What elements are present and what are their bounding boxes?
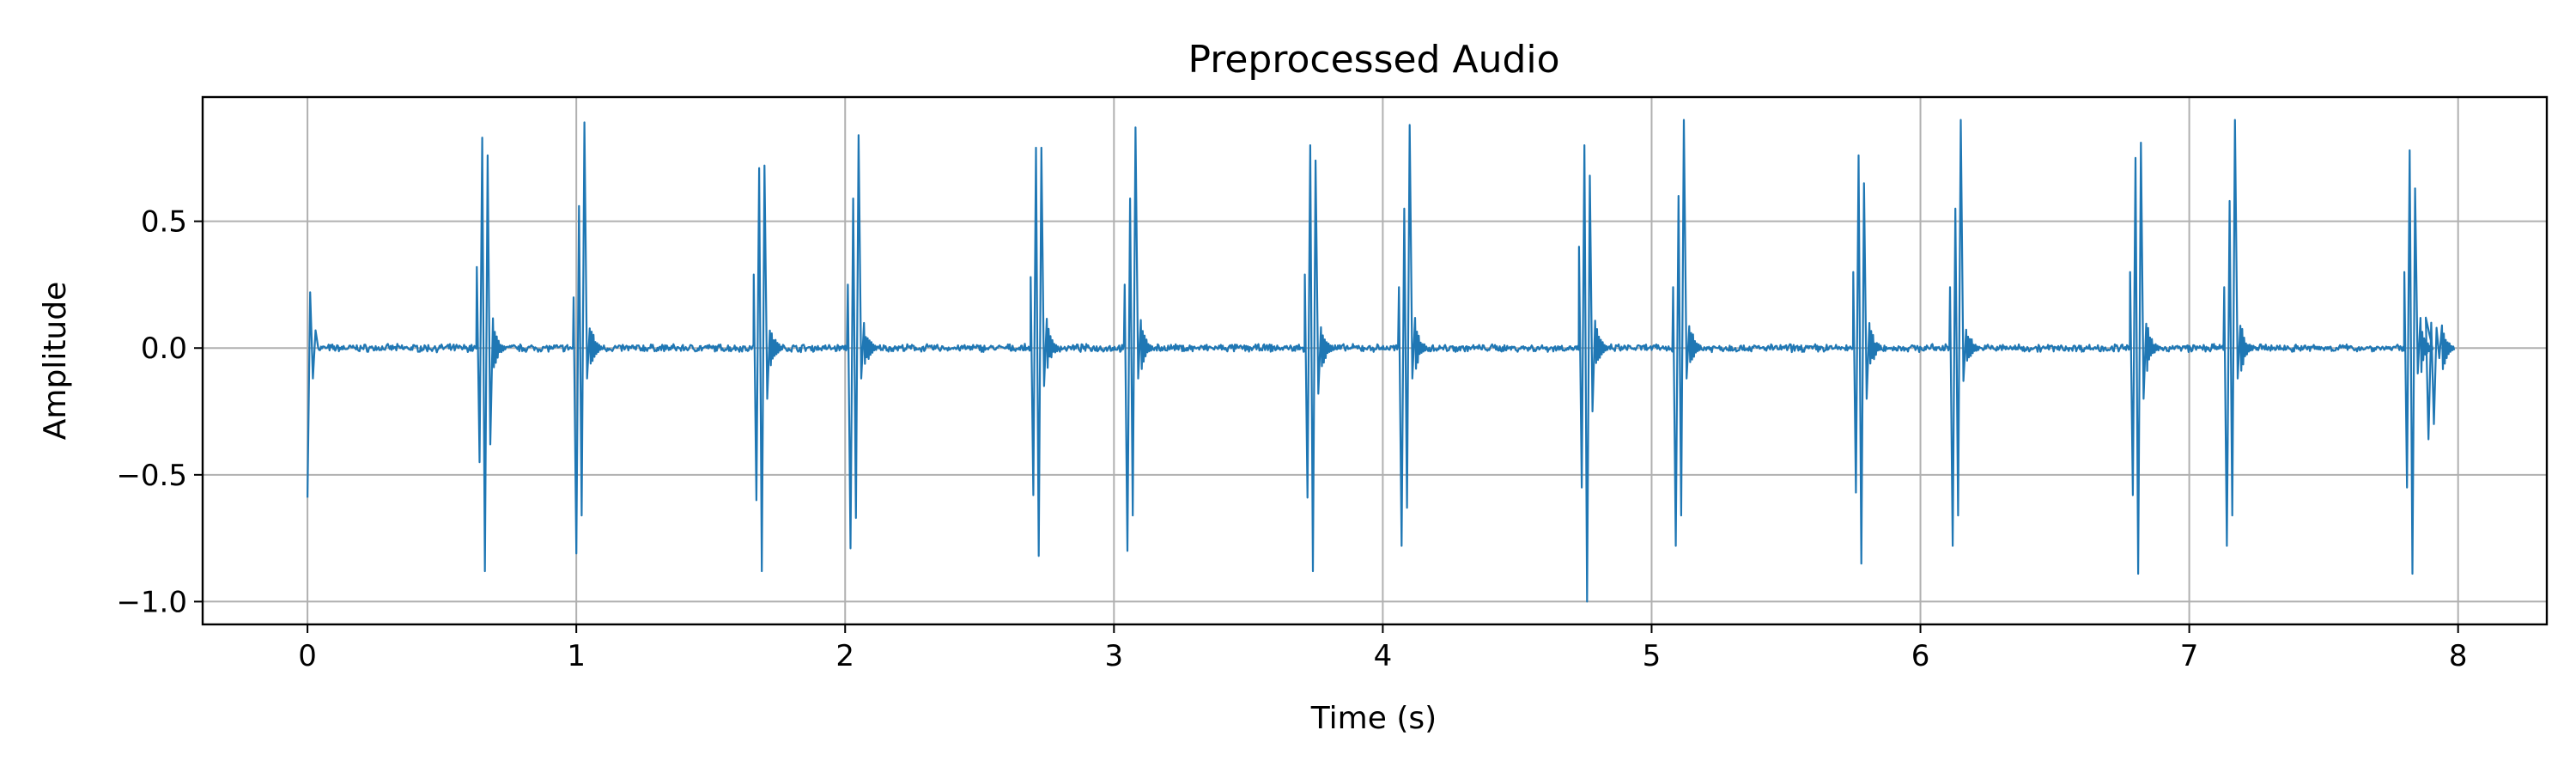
- chart-title: Preprocessed Audio: [1188, 38, 1559, 82]
- series-line-amplitude: [307, 119, 2456, 603]
- x-tick-label: 4: [1374, 639, 1393, 673]
- plot-frame: [201, 95, 2549, 626]
- grid: [203, 97, 2547, 624]
- x-tick-label: 7: [2180, 639, 2199, 673]
- x-tick-label: 5: [1643, 639, 1662, 673]
- y-tick-label: 0.0: [141, 332, 187, 366]
- x-tick-label: 2: [835, 639, 854, 673]
- x-tick-label: 3: [1104, 639, 1123, 673]
- y-tick-label: 0.5: [141, 205, 187, 240]
- x-axis: 0 1 2 3 4 5 6 7 8: [298, 624, 2468, 673]
- y-tick-label: −0.5: [116, 459, 187, 493]
- y-tick-label: −1.0: [116, 585, 187, 619]
- y-axis-title: Amplitude: [38, 282, 73, 440]
- x-tick-label: 8: [2449, 639, 2468, 673]
- x-tick-label: 0: [298, 639, 317, 673]
- x-axis-title: Time (s): [1310, 701, 1437, 736]
- x-tick-label: 6: [1911, 639, 1930, 673]
- y-axis: 0.5 0.0 −0.5 −1.0: [116, 205, 203, 619]
- x-tick-label: 1: [567, 639, 586, 673]
- plot-area: [307, 119, 2456, 603]
